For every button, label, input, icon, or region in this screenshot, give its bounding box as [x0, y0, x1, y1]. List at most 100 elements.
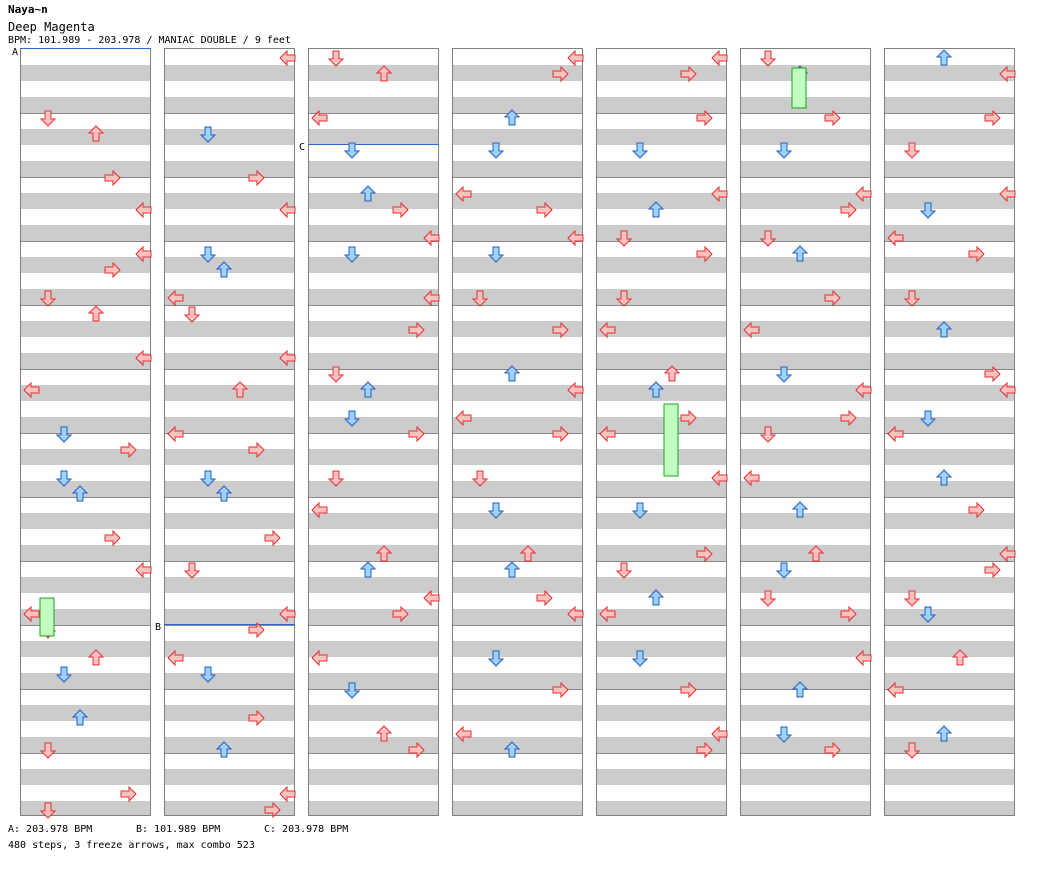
- song-title: Deep Magenta: [8, 20, 95, 34]
- arrow-note: [487, 650, 505, 667]
- measure-line: [21, 561, 150, 562]
- arrow-note: [840, 409, 857, 427]
- marker-label-c: C: [299, 142, 306, 153]
- measure-line: [885, 497, 1014, 498]
- arrow-note: [615, 290, 633, 307]
- arrow-note: [279, 49, 296, 67]
- arrow-note: [743, 321, 760, 339]
- measure-line: [21, 305, 150, 306]
- arrow-note: [311, 501, 328, 519]
- arrow-note: [919, 410, 937, 427]
- arrow-note: [759, 590, 777, 607]
- measure-line: [741, 241, 870, 242]
- arrow-note: [567, 381, 584, 399]
- arrow-note: [887, 425, 904, 443]
- measure-line: [309, 497, 438, 498]
- measure-line: [165, 433, 294, 434]
- measure-line: [885, 433, 1014, 434]
- measure-line: [21, 369, 150, 370]
- arrow-note: [279, 785, 296, 803]
- arrow-note: [39, 290, 57, 307]
- arrow-note: [840, 201, 857, 219]
- measure-line: [597, 433, 726, 434]
- chart-column-1: [20, 48, 151, 816]
- arrow-note: [968, 501, 985, 519]
- arrow-note: [167, 425, 184, 443]
- arrow-note: [87, 649, 105, 666]
- arrow-note: [567, 229, 584, 247]
- measure-line: [21, 177, 150, 178]
- arrow-note: [711, 185, 728, 203]
- arrow-note: [375, 65, 393, 82]
- arrow-note: [39, 802, 57, 819]
- measure-line: [21, 497, 150, 498]
- arrow-note: [903, 742, 921, 759]
- measure-line: [597, 689, 726, 690]
- arrow-note: [71, 485, 89, 502]
- measure-line: [309, 625, 438, 626]
- arrow-note: [248, 441, 265, 459]
- arrow-note: [903, 590, 921, 607]
- measure-line: [21, 689, 150, 690]
- arrow-note: [999, 381, 1016, 399]
- arrow-note: [423, 229, 440, 247]
- arrow-note: [375, 545, 393, 562]
- measure-line: [885, 241, 1014, 242]
- arrow-note: [55, 666, 73, 683]
- measure-line: [453, 689, 582, 690]
- arrow-note: [408, 741, 425, 759]
- arrow-note: [999, 545, 1016, 563]
- arrow-note: [536, 589, 553, 607]
- measure-line: [309, 113, 438, 114]
- arrow-note: [87, 305, 105, 322]
- arrow-note: [423, 289, 440, 307]
- arrow-note: [631, 142, 649, 159]
- measure-line: [453, 113, 582, 114]
- arrow-note: [215, 261, 233, 278]
- measure-line: [309, 689, 438, 690]
- arrow-note: [55, 470, 73, 487]
- arrow-note: [487, 246, 505, 263]
- arrow-note: [663, 365, 681, 382]
- arrow-note: [487, 502, 505, 519]
- arrow-note: [471, 470, 489, 487]
- arrow-note: [104, 261, 121, 279]
- measure-line: [165, 369, 294, 370]
- chart-info: BPM: 101.989 - 203.978 / MANIAC DOUBLE /…: [8, 35, 291, 46]
- arrow-note: [39, 742, 57, 759]
- arrow-note: [104, 529, 121, 547]
- arrow-note: [696, 109, 713, 127]
- measure-line: [21, 753, 150, 754]
- arrow-note: [199, 666, 217, 683]
- arrow-note: [135, 561, 152, 579]
- measure-line: [309, 177, 438, 178]
- arrow-note: [375, 725, 393, 742]
- measure-line: [453, 433, 582, 434]
- arrow-note: [311, 649, 328, 667]
- arrow-note: [680, 409, 697, 427]
- arrow-note: [711, 469, 728, 487]
- measure-line: [597, 177, 726, 178]
- arrow-note: [951, 649, 969, 666]
- arrow-note: [87, 125, 105, 142]
- arrow-note: [231, 381, 249, 398]
- arrow-note: [199, 470, 217, 487]
- measure-line: [597, 625, 726, 626]
- arrow-note: [23, 381, 40, 399]
- freeze-arrow: [663, 403, 679, 477]
- arrow-note: [903, 142, 921, 159]
- arrow-note: [359, 381, 377, 398]
- measure-line: [597, 753, 726, 754]
- arrow-note: [327, 50, 345, 67]
- bpm-marker-b: [164, 624, 295, 625]
- arrow-note: [984, 365, 1001, 383]
- measure-line: [741, 305, 870, 306]
- measure-line: [885, 625, 1014, 626]
- legend-a: A: 203.978 BPM: [8, 824, 93, 835]
- measure-line: [453, 305, 582, 306]
- measure-line: [309, 561, 438, 562]
- arrow-note: [599, 605, 616, 623]
- arrow-note: [343, 410, 361, 427]
- arrow-note: [359, 185, 377, 202]
- arrow-note: [343, 142, 361, 159]
